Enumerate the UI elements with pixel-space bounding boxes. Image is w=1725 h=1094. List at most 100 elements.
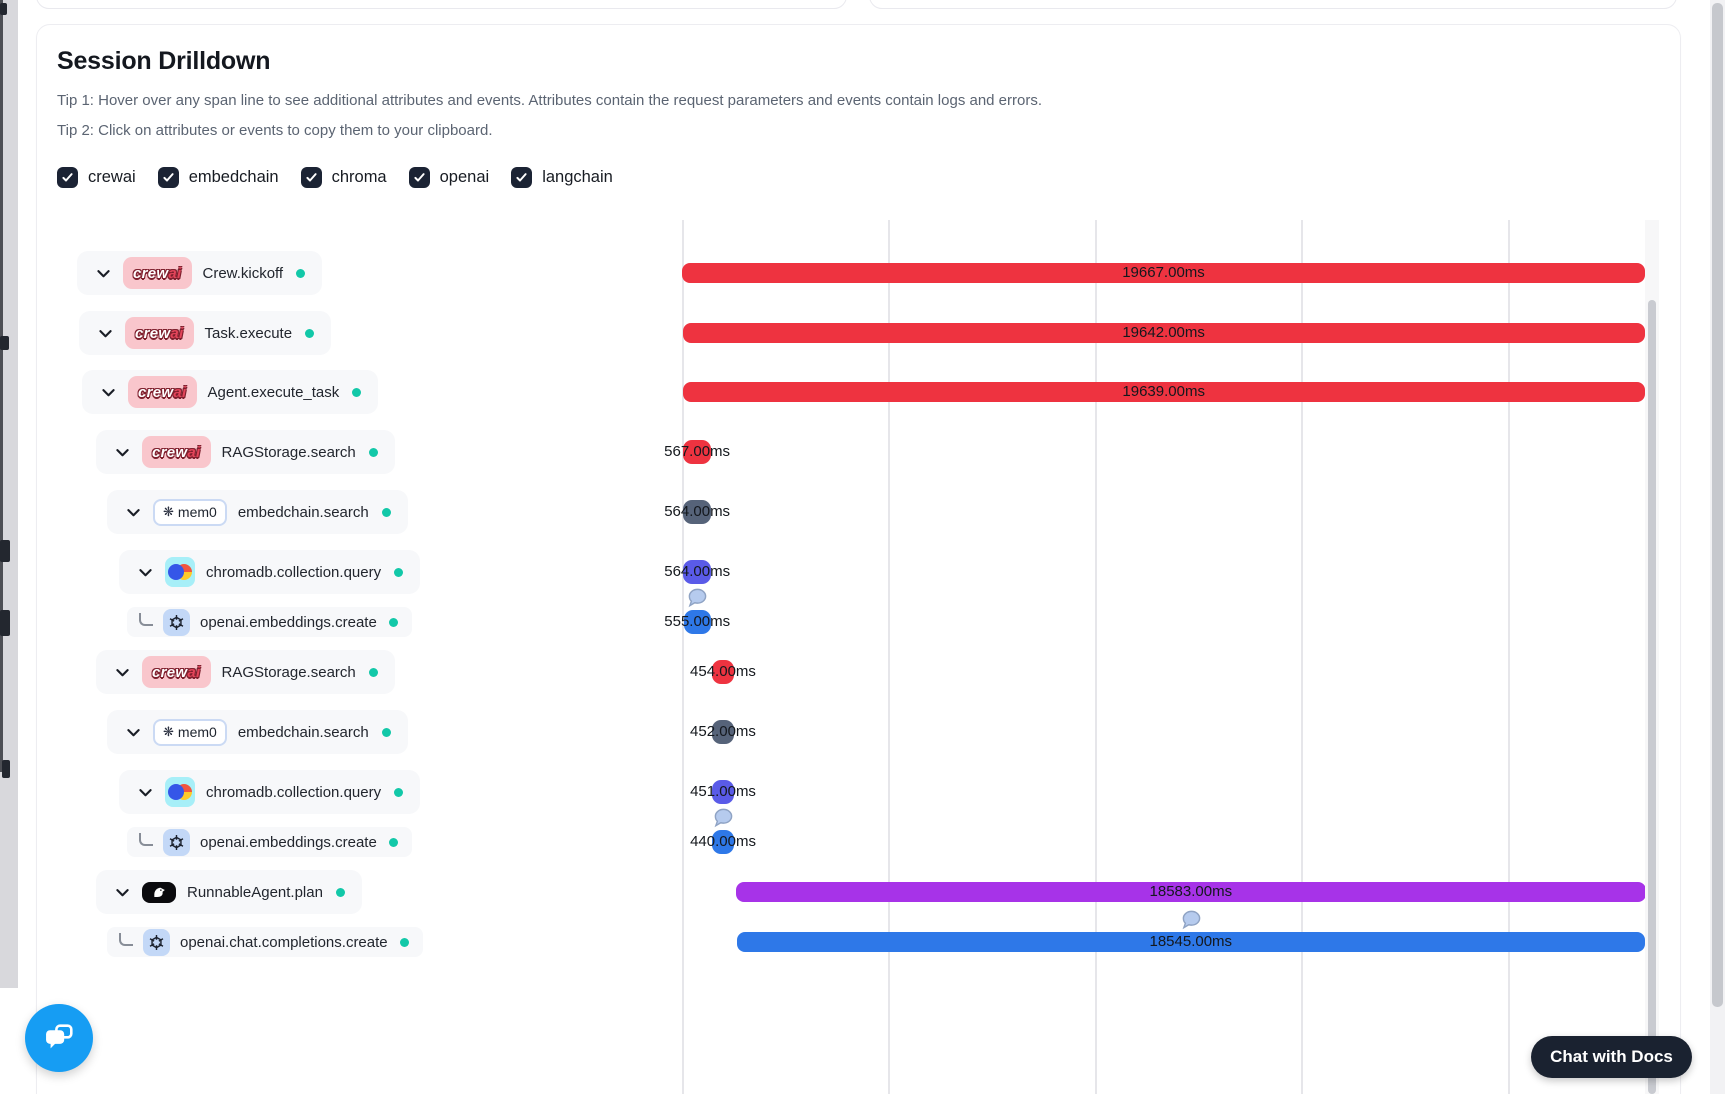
span-tree-item-openai.embeddings.create[interactable]: openai.embeddings.create: [127, 827, 412, 857]
elbow-connector-icon: [139, 612, 153, 626]
langchain-parrot-glyph: [154, 887, 165, 898]
span-bar-Crew.kickoff[interactable]: [682, 263, 1645, 283]
chat-widget-button[interactable]: [25, 1004, 93, 1072]
span-bar-openai.embeddings.create[interactable]: [683, 610, 711, 634]
check-icon: [414, 173, 425, 182]
chevron-down-icon[interactable]: [97, 325, 114, 342]
left-edge-strip: [0, 0, 18, 988]
clipped-text-fragment: [0, 540, 10, 562]
chevron-down-icon[interactable]: [125, 504, 142, 521]
chevron-down-icon[interactable]: [114, 664, 131, 681]
chevron-down-icon[interactable]: [125, 724, 142, 741]
checkbox-openai[interactable]: [408, 167, 430, 188]
event-bubble-icon[interactable]: [687, 587, 708, 613]
span-tree-item-RAGStorage.search[interactable]: crew ai RAGStorage.search: [96, 430, 395, 474]
langchain-logo: [142, 881, 176, 903]
span-bar-Task.execute[interactable]: [682, 323, 1645, 343]
filter-item-openai[interactable]: openai: [408, 167, 490, 188]
crewai-logo: crew ai: [125, 317, 194, 349]
openai-logo-glyph: [169, 614, 184, 630]
span-bar-chromadb.collection.query[interactable]: [683, 560, 711, 584]
chroma-logo: [165, 557, 195, 587]
checkbox-langchain[interactable]: [511, 167, 533, 188]
status-dot: [388, 617, 398, 627]
span-bar-embedchain.search[interactable]: [683, 500, 711, 524]
status-dot: [305, 328, 315, 338]
flower-icon: ❋: [163, 504, 174, 520]
span-tree-item-embedchain.search[interactable]: ❋ mem0 embedchain.search: [107, 710, 408, 754]
status-dot: [381, 727, 391, 737]
check-icon: [163, 173, 174, 182]
span-tree-item-Agent.execute_task[interactable]: crew ai Agent.execute_task: [82, 370, 379, 414]
checkbox-chroma[interactable]: [300, 167, 322, 188]
span-bar-openai.embeddings.create[interactable]: [712, 830, 734, 854]
span-tree-item-embedchain.search[interactable]: ❋ mem0 embedchain.search: [107, 490, 408, 534]
span-tree-item-RAGStorage.search[interactable]: crew ai RAGStorage.search: [96, 650, 395, 694]
span-duration-label: 454.00ms: [690, 663, 756, 680]
openai-logo: [143, 928, 170, 956]
elbow-connector-icon: [139, 832, 153, 846]
span-bar-Agent.execute_task[interactable]: [682, 382, 1645, 402]
span-label: RAGStorage.search: [221, 663, 356, 681]
span-duration-label: 564.00ms: [664, 503, 731, 520]
span-tree-item-openai.chat.completions.create[interactable]: openai.chat.completions.create: [107, 927, 423, 957]
span-bar-chromadb.collection.query[interactable]: [711, 780, 735, 804]
chevron-down-icon[interactable]: [95, 265, 112, 282]
span-label: RunnableAgent.plan: [187, 883, 323, 901]
timeline-gridline: [888, 220, 890, 1094]
span-tree-item-RunnableAgent.plan[interactable]: RunnableAgent.plan: [96, 870, 362, 914]
left-edge-divider: [0, 0, 3, 772]
top-card-left: [36, 0, 847, 9]
crewai-logo: crew ai: [123, 257, 192, 289]
crewai-logo: crew ai: [128, 376, 197, 408]
mem0-logo: ❋ mem0: [153, 498, 227, 526]
chart-scrollbar-thumb[interactable]: [1648, 300, 1656, 1094]
span-duration-label: 18545.00ms: [1149, 933, 1233, 950]
openai-logo: [163, 608, 190, 636]
page-scrollbar-thumb[interactable]: [1712, 3, 1723, 1007]
span-tree-item-openai.embeddings.create[interactable]: openai.embeddings.create: [127, 607, 412, 637]
chat-with-docs-button[interactable]: Chat with Docs: [1531, 1036, 1692, 1078]
status-dot: [388, 837, 398, 847]
filter-label: embedchain: [188, 168, 279, 186]
span-label: chromadb.collection.query: [206, 783, 382, 801]
filter-item-crewai[interactable]: crewai: [57, 167, 136, 188]
openai-logo: [163, 828, 190, 856]
checkbox-crewai[interactable]: [57, 167, 78, 188]
filter-label: langchain: [542, 168, 613, 186]
status-dot: [368, 447, 378, 457]
span-bar-openai.chat.completions.create[interactable]: [736, 932, 1645, 952]
span-duration-label: 452.00ms: [690, 723, 756, 740]
mem0-logo: ❋ mem0: [153, 718, 227, 746]
chevron-down-icon[interactable]: [137, 564, 154, 581]
chevron-down-icon[interactable]: [137, 784, 154, 801]
span-label: embedchain.search: [237, 723, 369, 741]
span-tree-item-Task.execute[interactable]: crew ai Task.execute: [79, 311, 332, 355]
event-bubble-icon[interactable]: [713, 807, 734, 833]
status-dot: [352, 387, 362, 397]
span-duration-label: 18583.00ms: [1149, 883, 1233, 900]
span-tree-item-chromadb.collection.query[interactable]: chromadb.collection.query: [119, 770, 421, 814]
chevron-down-icon[interactable]: [114, 444, 131, 461]
filter-label: openai: [439, 168, 490, 186]
chevron-down-icon[interactable]: [100, 384, 117, 401]
span-bar-embedchain.search[interactable]: [711, 720, 735, 744]
tip-1: Tip 1: Hover over any span line to see a…: [57, 92, 1043, 109]
status-dot: [296, 268, 306, 278]
span-bar-RAGStorage.search[interactable]: [683, 440, 711, 464]
flower-icon: ❋: [163, 724, 174, 740]
span-tree-item-Crew.kickoff[interactable]: crew ai Crew.kickoff: [77, 251, 323, 295]
span-tree-item-chromadb.collection.query[interactable]: chromadb.collection.query: [119, 550, 421, 594]
event-bubble-icon[interactable]: [1181, 909, 1202, 935]
span-bar-RunnableAgent.plan[interactable]: [735, 882, 1646, 902]
status-dot: [335, 887, 345, 897]
timeline-gridline: [1508, 220, 1510, 1094]
chevron-down-icon[interactable]: [114, 884, 131, 901]
span-bar-RAGStorage.search[interactable]: [711, 660, 735, 684]
filter-item-embedchain[interactable]: embedchain: [157, 167, 279, 188]
filter-item-langchain[interactable]: langchain: [511, 167, 613, 188]
library-filters: crewai embedchain chroma openai langchai…: [57, 167, 613, 188]
timeline-gridline: [1095, 220, 1097, 1094]
filter-item-chroma[interactable]: chroma: [300, 167, 387, 188]
checkbox-embedchain[interactable]: [157, 167, 179, 188]
